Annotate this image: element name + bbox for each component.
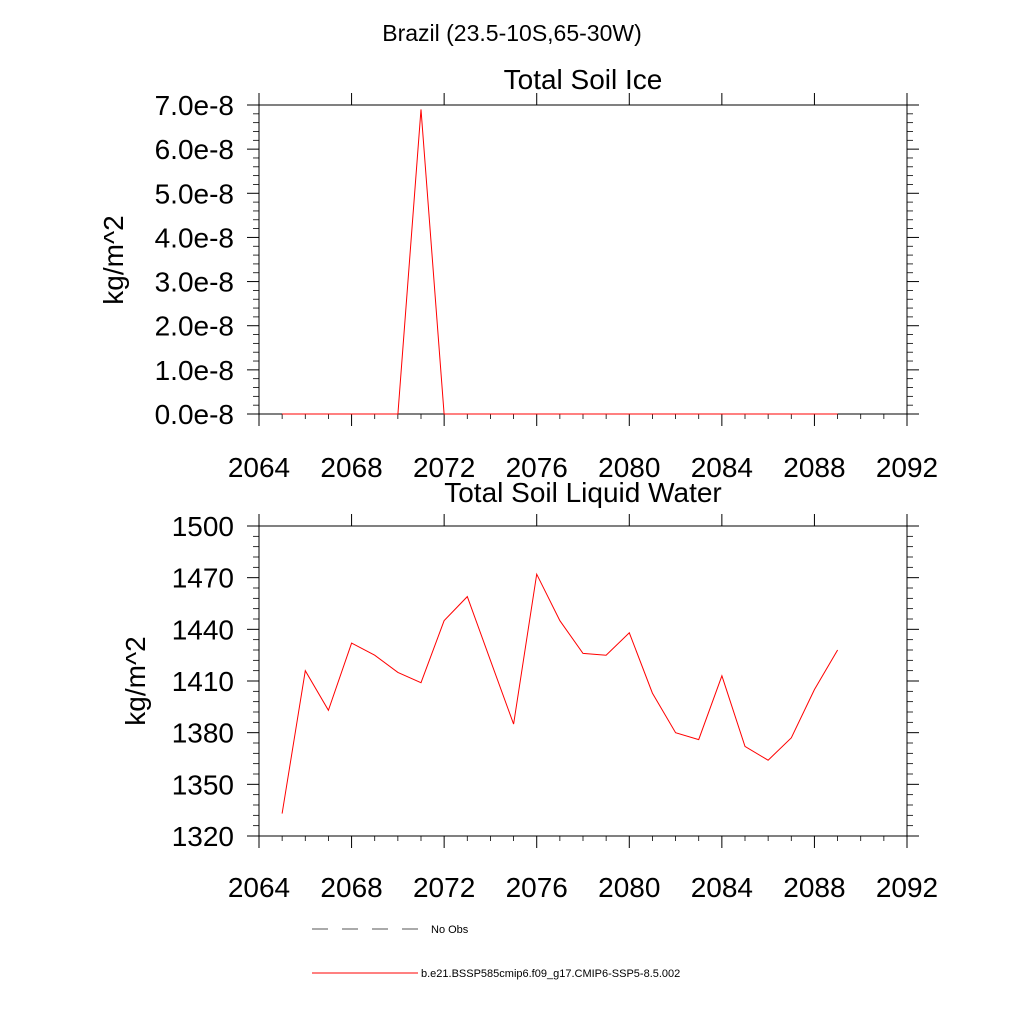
y-tick-label: 1410 bbox=[172, 666, 234, 697]
x-tick-label: 2072 bbox=[413, 452, 475, 483]
x-tick-label: 2084 bbox=[691, 452, 753, 483]
y-tick-label: 1440 bbox=[172, 614, 234, 645]
x-tick-label: 2088 bbox=[783, 872, 845, 903]
y-axis-label: kg/m^2 bbox=[120, 636, 151, 725]
y-tick-label: 1380 bbox=[172, 718, 234, 749]
series-line bbox=[282, 109, 838, 415]
y-tick-label: 6.0e-8 bbox=[155, 134, 234, 165]
legend-label-no-obs: No Obs bbox=[431, 924, 469, 936]
panel-total-soil-ice: Total Soil Ice kg/m^2 2064 2068 2072 2076 2080… bbox=[98, 64, 938, 483]
series-line bbox=[281, 572, 839, 814]
plot-frame bbox=[258, 104, 908, 415]
x-tick-label: 2080 bbox=[598, 872, 660, 903]
y-tick-label: 1500 bbox=[172, 511, 234, 542]
x-tick-label: 2076 bbox=[506, 452, 568, 483]
x-tick-label: 2068 bbox=[320, 872, 382, 903]
x-tick-label: 2064 bbox=[228, 872, 290, 903]
y-tick-label: 7.0e-8 bbox=[155, 90, 234, 121]
y-tick-label: 3.0e-8 bbox=[155, 267, 234, 298]
x-tick-label: 2064 bbox=[228, 452, 290, 483]
y-tick-label: 1320 bbox=[172, 821, 234, 852]
x-tick-label: 2092 bbox=[876, 452, 938, 483]
panel-total-soil-liquid-water: Total Soil Liquid Water kg/m^2 2064 2068 207… bbox=[120, 477, 938, 903]
panel-title: Total Soil Liquid Water bbox=[444, 477, 722, 508]
y-tick-label: 1.0e-8 bbox=[155, 355, 234, 386]
y-tick-label: 0.0e-8 bbox=[155, 399, 234, 430]
y-axis-label: kg/m^2 bbox=[98, 215, 129, 304]
panel-title: Total Soil Ice bbox=[504, 64, 663, 95]
y-tick-label: 4.0e-8 bbox=[155, 222, 234, 253]
legend-label-model-run: b.e21.BSSP585cmip6.f09_g17.CMIP6-SSP5-8.… bbox=[421, 968, 680, 980]
x-tick-label: 2084 bbox=[691, 872, 753, 903]
x-tick-label: 2068 bbox=[320, 452, 382, 483]
figure-title: Brazil (23.5-10S,65-30W) bbox=[382, 20, 642, 46]
x-tick-label: 2076 bbox=[506, 872, 568, 903]
y-tick-label: 1350 bbox=[172, 769, 234, 800]
x-tick-label: 2072 bbox=[413, 872, 475, 903]
y-tick-label: 5.0e-8 bbox=[155, 178, 234, 209]
x-tick-label: 2088 bbox=[783, 452, 845, 483]
x-tick-label: 2092 bbox=[876, 872, 938, 903]
plot-frame bbox=[258, 525, 908, 837]
legend: No Obs b.e21.BSSP585cmip6.f09_g17.CMIP6-… bbox=[312, 924, 680, 980]
y-tick-label: 1470 bbox=[172, 563, 234, 594]
x-tick-label: 2080 bbox=[598, 452, 660, 483]
y-tick-label: 2.0e-8 bbox=[155, 311, 234, 342]
